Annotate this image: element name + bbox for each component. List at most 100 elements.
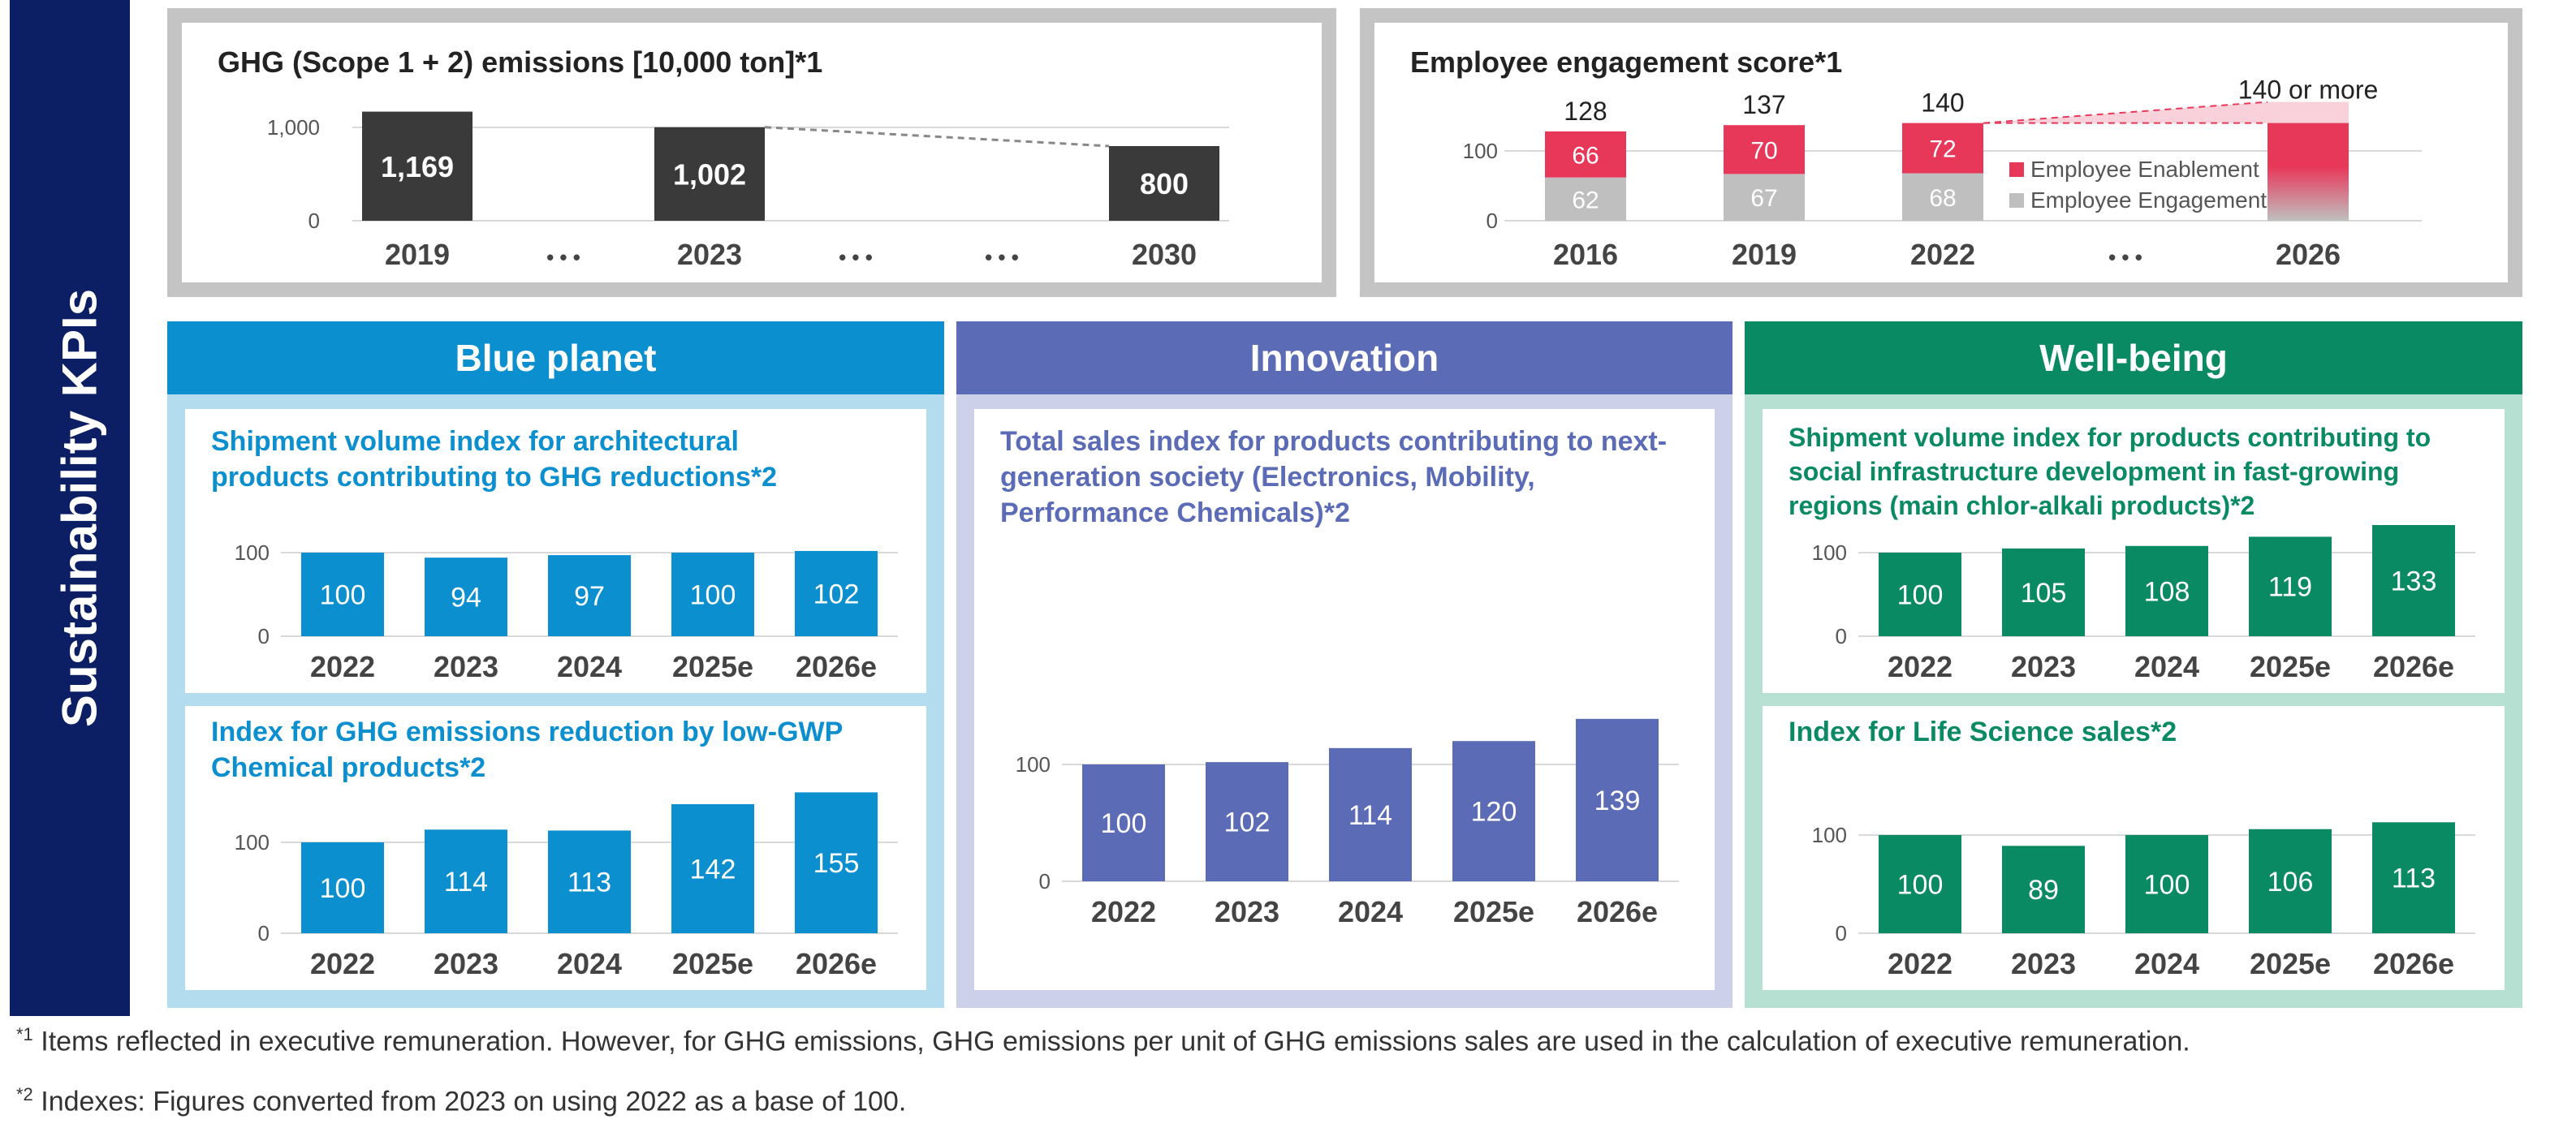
bar	[548, 830, 631, 933]
total-label: 137	[1742, 90, 1785, 119]
segment-label: 66	[1572, 142, 1599, 169]
bar	[1206, 762, 1288, 881]
bar-value-label: 100	[1897, 870, 1944, 901]
y-tick-label: 100	[235, 540, 270, 565]
ellipsis-separator: • • •	[985, 245, 1019, 269]
bar-value-label: 102	[813, 579, 860, 609]
x-tick-label: 2022	[310, 650, 375, 683]
bar-value-label: 1,002	[673, 157, 746, 191]
trend-line	[764, 126, 1110, 148]
bar	[548, 555, 631, 636]
bar-value-label: 100	[1897, 580, 1944, 611]
bar	[1082, 764, 1165, 881]
ghg-chart: 1,000 0 1,169 2019 1,002 2023 800 2030 • • • • • …	[267, 111, 1229, 271]
blue-planet-panel: Blue planet Shipment volume index for ar…	[167, 321, 944, 1008]
engagement-chart: 100 0 62 66 128 2016 67 70 137 2019 68 72 140 2022 140…	[1463, 75, 2422, 271]
bar-value-label: 108	[2144, 576, 2190, 607]
y-tick-label: 100	[1812, 540, 1847, 565]
wb2-chart: 100 0 100 2022 89 2023 100 2024 106 2025e 113 2026e	[1812, 822, 2475, 980]
bar-engagement	[1545, 177, 1626, 221]
y-tick-label: 100	[1016, 752, 1051, 777]
ellipsis-separator: • • •	[546, 245, 580, 269]
ghg-box: GHG (Scope 1 + 2) emissions [10,000 ton]…	[167, 8, 1336, 297]
bar	[1452, 741, 1535, 881]
x-tick-label: 2023	[2011, 947, 2076, 980]
bar	[425, 558, 507, 636]
legend-label-engagement: Employee Engagement	[2030, 187, 2267, 213]
wb1-card: Shipment volume index for products contr…	[1763, 409, 2505, 693]
ellipsis-separator: • • •	[2108, 245, 2142, 269]
x-tick-label: 2023	[434, 947, 498, 980]
bar-enablement	[1902, 123, 1983, 174]
x-tick-label: 2019	[385, 238, 450, 271]
total-label: 140	[1921, 88, 1964, 118]
x-tick-label: 2026e	[796, 947, 877, 980]
legend-swatch-enablement	[2009, 162, 2024, 177]
x-tick-label: 2025e	[672, 650, 753, 683]
x-tick-label: 2022	[1091, 895, 1156, 928]
bar	[1879, 835, 1961, 933]
x-tick-label: 2019	[1732, 238, 1797, 271]
inn-title: Total sales index for products contribut…	[1000, 426, 1668, 528]
bar	[795, 792, 878, 933]
target-wedge	[1983, 101, 2349, 123]
x-tick-label: 2024	[2134, 947, 2199, 980]
bar	[2372, 525, 2455, 636]
bar-enablement	[1545, 131, 1626, 178]
bar-value-label: 100	[2144, 870, 2190, 901]
bar	[2125, 835, 2208, 933]
bar-value-label: 100	[1101, 808, 1147, 839]
bar	[1576, 718, 1659, 881]
bar-value-label: 100	[320, 873, 366, 904]
bar-value-label: 155	[813, 848, 860, 879]
bar-value-label: 97	[574, 581, 605, 612]
bp2-title: Index for GHG emissions reduction by low…	[211, 717, 843, 783]
bar-value-label: 113	[567, 868, 611, 898]
ellipsis-separator: • • •	[839, 245, 873, 269]
inn-chart: 100 0 100 2022 102 2023 114 2024 120 2025e 139 2026…	[1016, 718, 1679, 928]
y-tick-label: 100	[1812, 823, 1847, 847]
bar-value-label: 120	[1471, 797, 1517, 828]
y-tick-label: 0	[1836, 624, 1847, 648]
bar-value-label: 142	[690, 854, 736, 885]
x-tick-label: 2026e	[2373, 947, 2454, 980]
segment-label: 72	[1929, 136, 1956, 163]
innovation-header: Innovation	[956, 321, 1732, 394]
x-tick-label: 2022	[1888, 947, 1952, 980]
bar	[1109, 146, 1219, 221]
bar	[795, 550, 878, 636]
bar-value-label: 105	[2021, 578, 2067, 609]
bp1-chart: 100 0 100 2022 94 2023 97 2024 100 2025e 102 2026e	[235, 540, 898, 683]
bar-value-label: 114	[444, 867, 488, 898]
x-tick-label: 2023	[1215, 895, 1279, 928]
wb1-title: Shipment volume index for products contr…	[1789, 423, 2431, 520]
y-tick-label: 100	[235, 830, 270, 855]
y-tick-label: 0	[1836, 921, 1847, 945]
sidebar-title: Sustainability KPIs	[52, 288, 107, 728]
footnote-1-text: Items reflected in executive remuneratio…	[41, 1026, 2190, 1057]
engagement-title: Employee engagement score*1	[1410, 45, 1843, 79]
x-tick-label: 2025e	[672, 947, 753, 980]
x-tick-label: 2025e	[2250, 947, 2331, 980]
y-tick-label: 100	[1463, 139, 1498, 163]
bar	[301, 553, 384, 636]
x-tick-label: 2026	[2276, 238, 2341, 271]
segment-label: 67	[1750, 185, 1777, 212]
y-tick-label: 0	[1039, 869, 1051, 893]
y-tick-label: 0	[1486, 209, 1498, 233]
bar-target	[2267, 123, 2349, 221]
x-tick-label: 2016	[1553, 238, 1618, 271]
x-tick-label: 2024	[1338, 895, 1403, 928]
y-tick-label: 0	[309, 209, 320, 233]
bar-value-label: 94	[451, 583, 481, 614]
x-tick-label: 2023	[677, 238, 742, 271]
bar-value-label: 100	[320, 580, 366, 611]
bar	[2002, 846, 2085, 933]
engagement-box: Employee engagement score*1 100 0 62 66 128 2…	[1360, 8, 2522, 297]
total-label: 140 or more	[2238, 75, 2379, 105]
bar	[2372, 822, 2455, 933]
legend-swatch-engagement	[2009, 193, 2024, 208]
x-tick-label: 2025e	[2250, 650, 2331, 683]
wb2-title: Index for Life Science sales*2	[1789, 717, 2177, 747]
well-being-header: Well-being	[1745, 321, 2522, 394]
